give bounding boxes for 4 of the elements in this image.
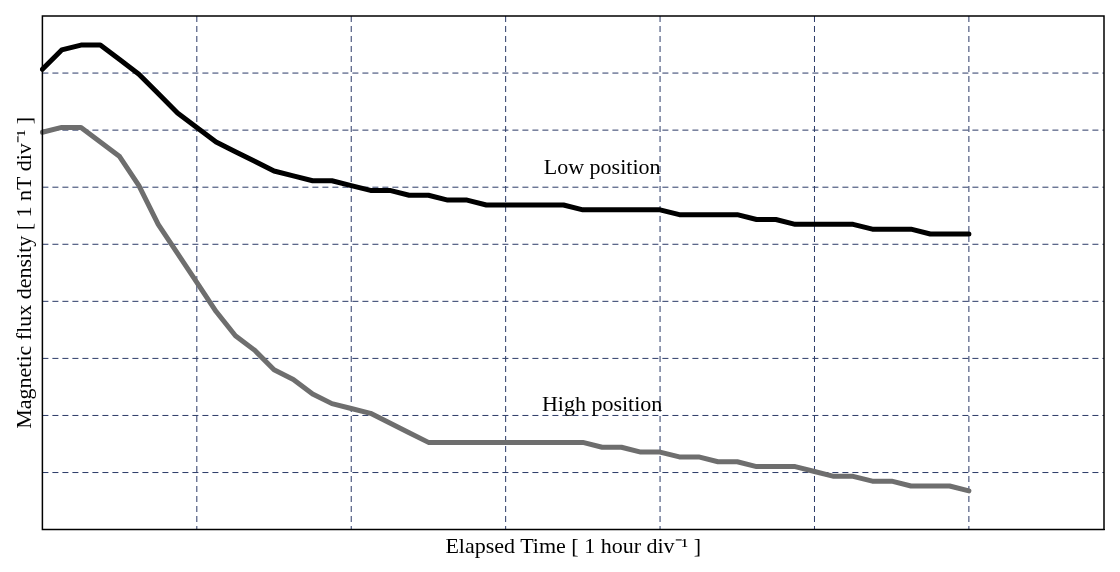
series-label: Low position [543, 153, 661, 179]
y-axis-title: Magnetic flux density [ 1 nT div⁻¹ ] [10, 116, 36, 429]
series-label: High position [541, 391, 663, 417]
x-axis-title: Elapsed Time [ 1 hour div⁻¹ ] [445, 532, 701, 558]
